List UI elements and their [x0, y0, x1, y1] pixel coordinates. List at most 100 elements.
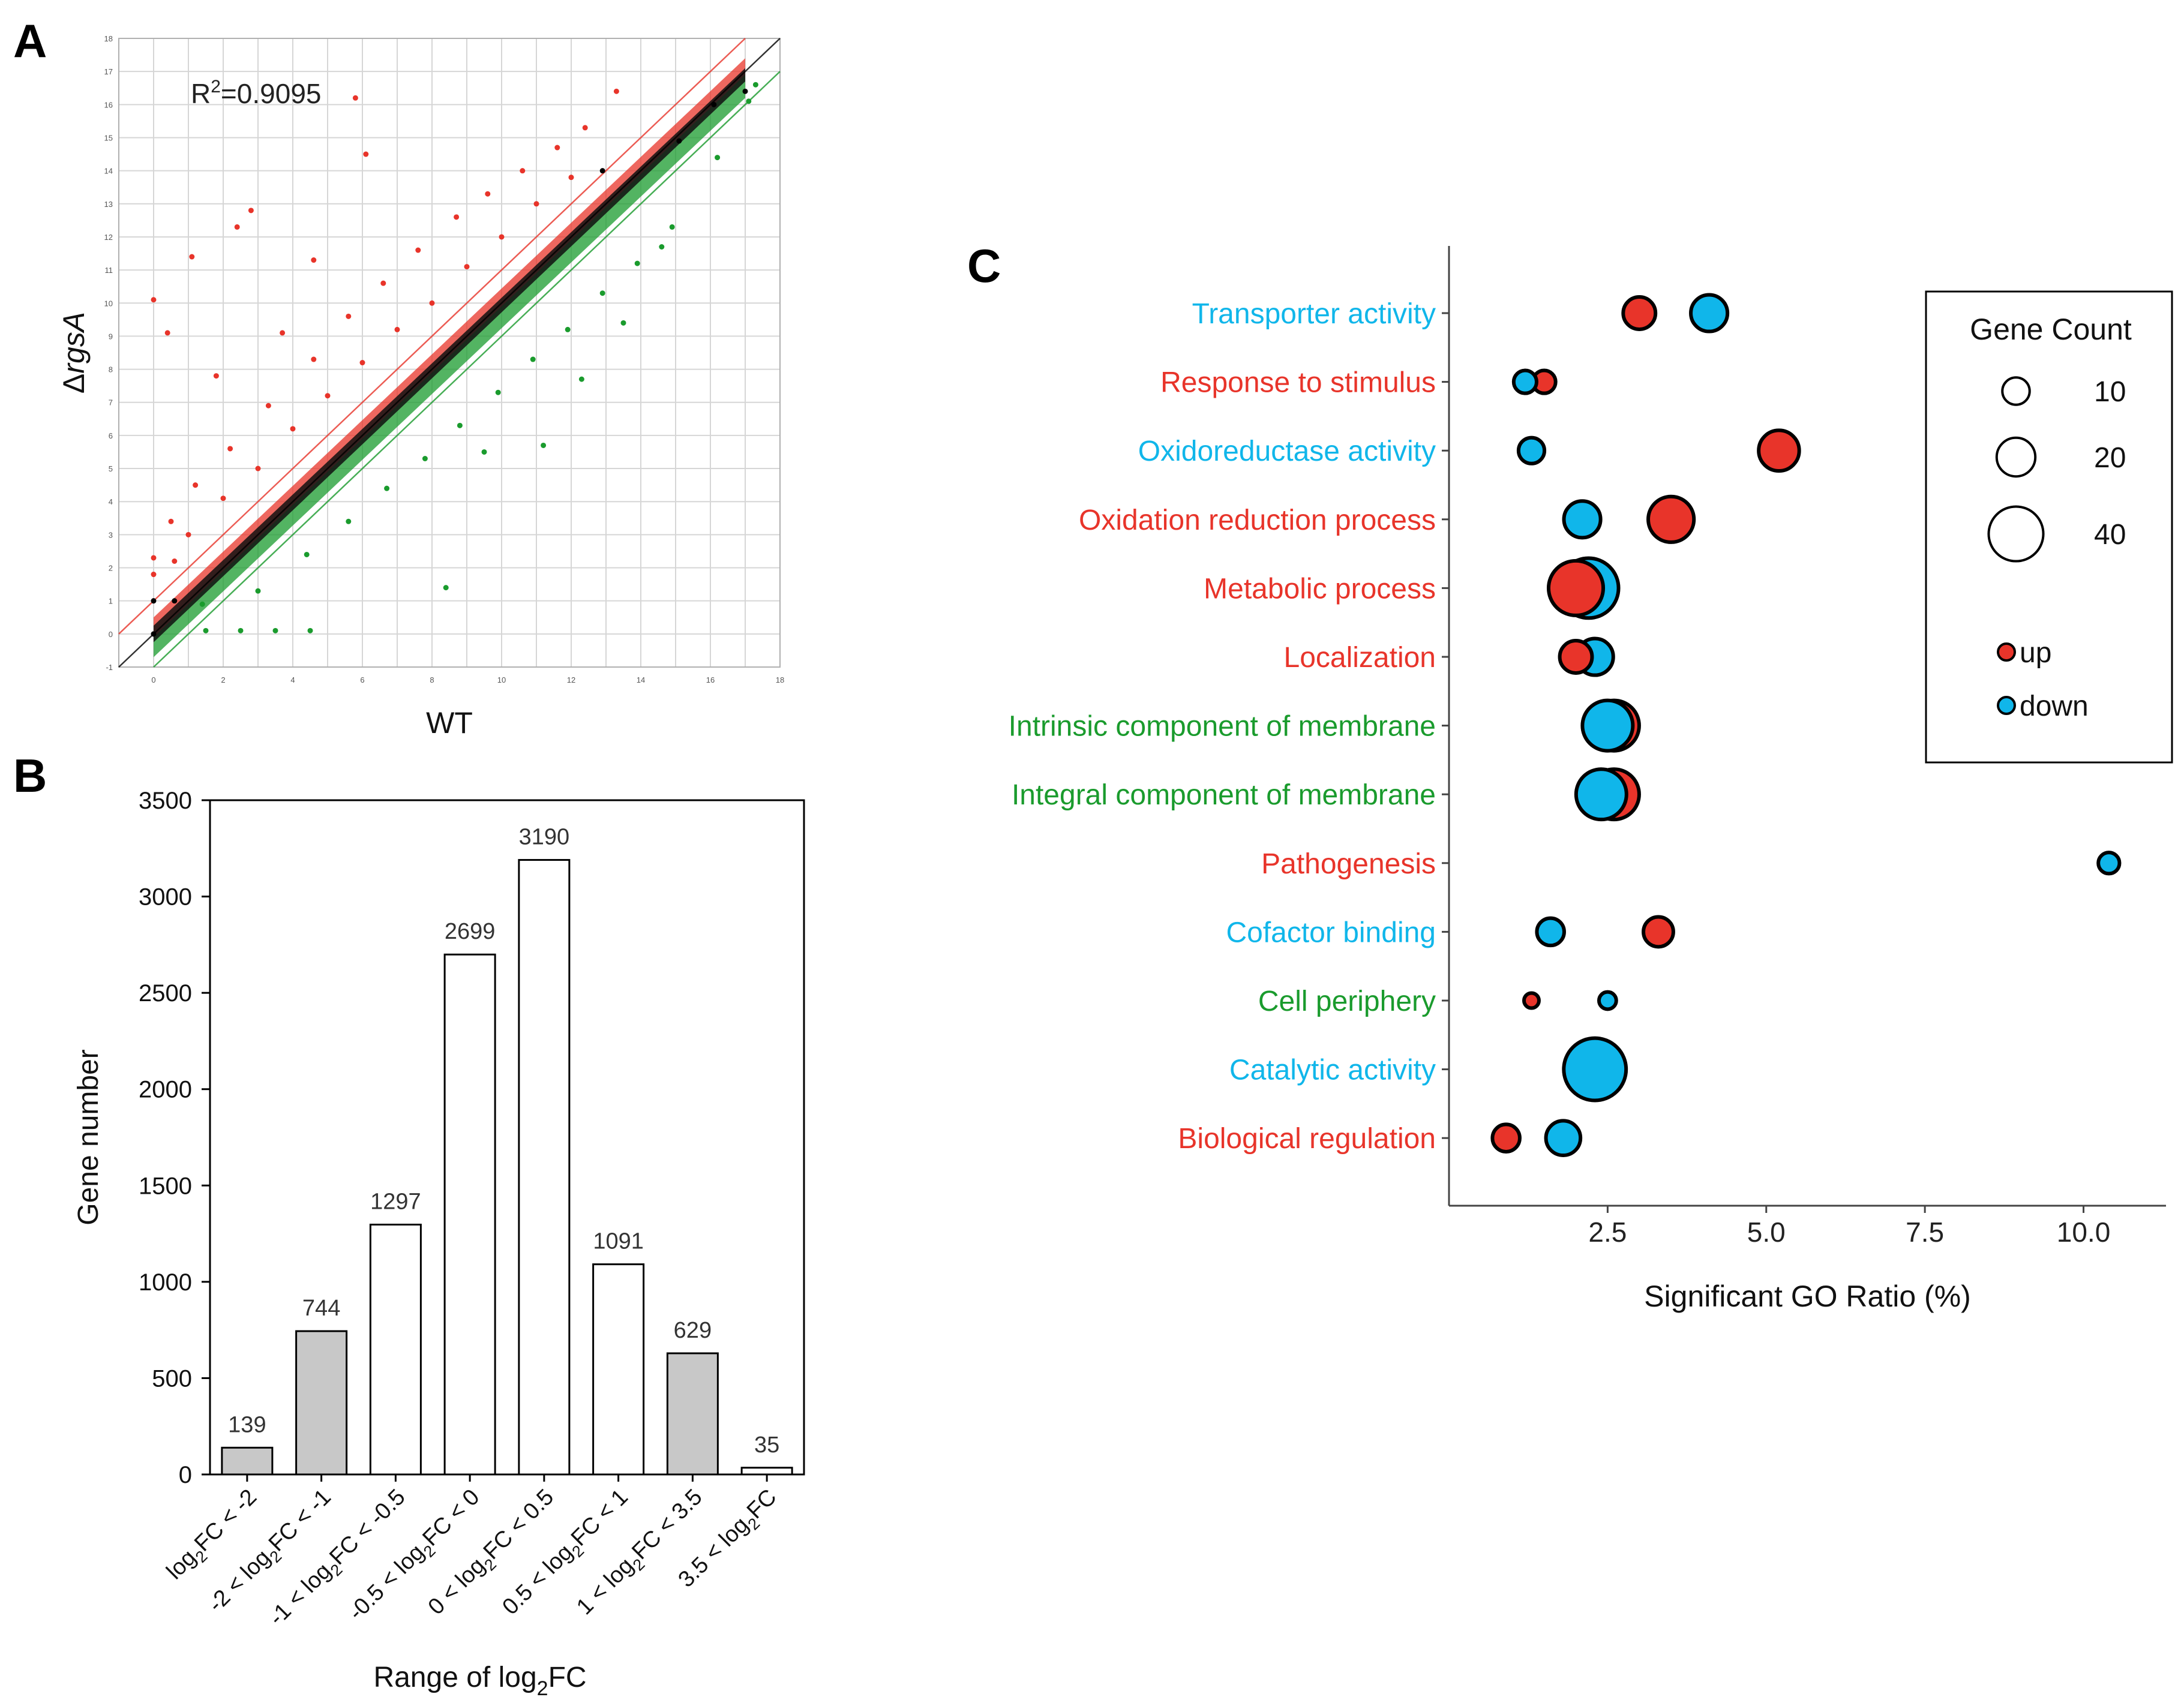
x-tick-label: 2.5: [1588, 1217, 1627, 1248]
y-tick-label: 4: [109, 497, 113, 506]
bubble-down: [1516, 435, 1547, 465]
scatter-point: [185, 531, 191, 537]
scatter-point: [457, 422, 463, 428]
bar-value-label: 2699: [445, 919, 496, 944]
scatter-point: [227, 446, 233, 452]
bar: [221, 1446, 274, 1476]
scatter-point: [248, 208, 254, 214]
scatter-point: [711, 101, 717, 107]
scatter-point: [307, 627, 313, 633]
x-tick-label: 10.0: [2057, 1217, 2111, 1248]
reference-line: [118, 38, 781, 668]
bar: [740, 1467, 793, 1476]
category-label: Integral component of membrane: [1012, 779, 1436, 811]
scatter-point: [311, 356, 317, 362]
category-label: Oxidoreductase activity: [1138, 435, 1436, 467]
y-axis-label-prefix: Δ: [57, 374, 91, 394]
category-label: Response to stimulus: [1160, 367, 1436, 399]
category-label: Catalytic activity: [1229, 1055, 1436, 1086]
scatter-point: [613, 88, 619, 94]
x-axis-label: Range of log2FC: [373, 1662, 586, 1700]
plot-frame: [209, 799, 805, 1476]
bubble-down: [1580, 698, 1635, 753]
legend-box: [1925, 290, 2173, 764]
scatter-point: [272, 627, 278, 633]
scatter-point: [346, 313, 352, 319]
scatter-point: [168, 518, 174, 524]
bubble-up: [1642, 915, 1675, 949]
scatter-point: [669, 224, 675, 230]
bubble-down: [1562, 1036, 1628, 1103]
bubble-up: [1757, 428, 1801, 473]
x-axis-label: WT: [426, 706, 473, 740]
bubble-down: [1544, 1119, 1583, 1157]
x-tick-label: 12: [567, 675, 575, 684]
y-tick-label: 16: [104, 100, 113, 109]
legend-swatch-down: [1997, 696, 2016, 715]
category-label: Pathogenesis: [1261, 848, 1436, 880]
x-tick-label: 1 < log2FC < 3.5: [572, 1485, 710, 1623]
category-label: Cell periphery: [1258, 986, 1436, 1017]
scatter-point: [220, 495, 226, 501]
legend-size-label: 20: [2094, 442, 2126, 474]
bubble-down: [2096, 851, 2122, 876]
legend-swatch-up: [1997, 642, 2016, 662]
scatter-point: [325, 393, 331, 399]
bubble-up: [1490, 1122, 1522, 1154]
scatter-point: [715, 155, 721, 161]
y-tick-label: 3000: [139, 884, 192, 911]
scatter-point: [578, 376, 584, 382]
scatter-point: [234, 224, 240, 230]
scatter-point: [151, 598, 157, 604]
scatter-point: [533, 201, 539, 207]
bar: [518, 859, 571, 1476]
bar-value-label: 35: [754, 1432, 779, 1458]
scatter-point: [193, 482, 199, 488]
scatter-point: [311, 257, 317, 263]
nochange-point-cloud: [154, 68, 745, 642]
plot-frame: [118, 38, 781, 668]
scatter-point: [238, 627, 244, 633]
y-tick-label: 2: [109, 564, 113, 573]
y-tick-label: 5: [109, 464, 113, 473]
y-tick-label: 3: [109, 530, 113, 539]
y-axis-label-italic: rgsA: [57, 312, 91, 374]
x-tick-label: 7.5: [1906, 1217, 1944, 1248]
y-tick-label: 0: [109, 630, 113, 639]
panel-label-a: A: [13, 14, 47, 67]
y-tick-label: 1000: [139, 1269, 192, 1296]
scatter-point: [189, 254, 195, 260]
y-tick-label: 15: [104, 133, 113, 142]
scatter-point: [151, 555, 157, 561]
y-tick-label: 9: [109, 332, 113, 341]
scatter-point: [415, 247, 421, 253]
panel-label-b: B: [13, 749, 47, 802]
scatter-point: [422, 456, 428, 462]
bar-value-label: 1297: [370, 1189, 421, 1214]
scatter-point: [290, 426, 296, 432]
scatter-point: [485, 191, 491, 197]
scatter-point: [172, 598, 178, 604]
scatter-point: [554, 145, 560, 151]
legend-size-label: 40: [2094, 519, 2126, 551]
bubble-up: [1522, 991, 1541, 1010]
y-axis-label: ΔrgsA: [57, 312, 91, 394]
scatter-point: [304, 551, 310, 557]
scatter-point: [495, 389, 501, 395]
y-tick-label: 2000: [139, 1077, 192, 1103]
scatter-panel-a: 0 2 4 6 8 10 12 14 16 18-101234567891011121314151…: [57, 34, 784, 740]
scatter-point: [352, 95, 358, 101]
scatter-point: [634, 260, 640, 266]
bubble-down: [1511, 368, 1538, 395]
y-tick-label: 18: [104, 34, 113, 43]
scatter-point: [599, 290, 605, 296]
y-tick-label: 10: [104, 299, 113, 308]
bar: [295, 1330, 348, 1476]
category-label: Cofactor binding: [1226, 917, 1436, 948]
scatter-point: [199, 601, 205, 607]
bubble-up: [1646, 494, 1696, 544]
y-tick-label: 2500: [139, 980, 192, 1007]
scatter-point: [213, 373, 219, 379]
